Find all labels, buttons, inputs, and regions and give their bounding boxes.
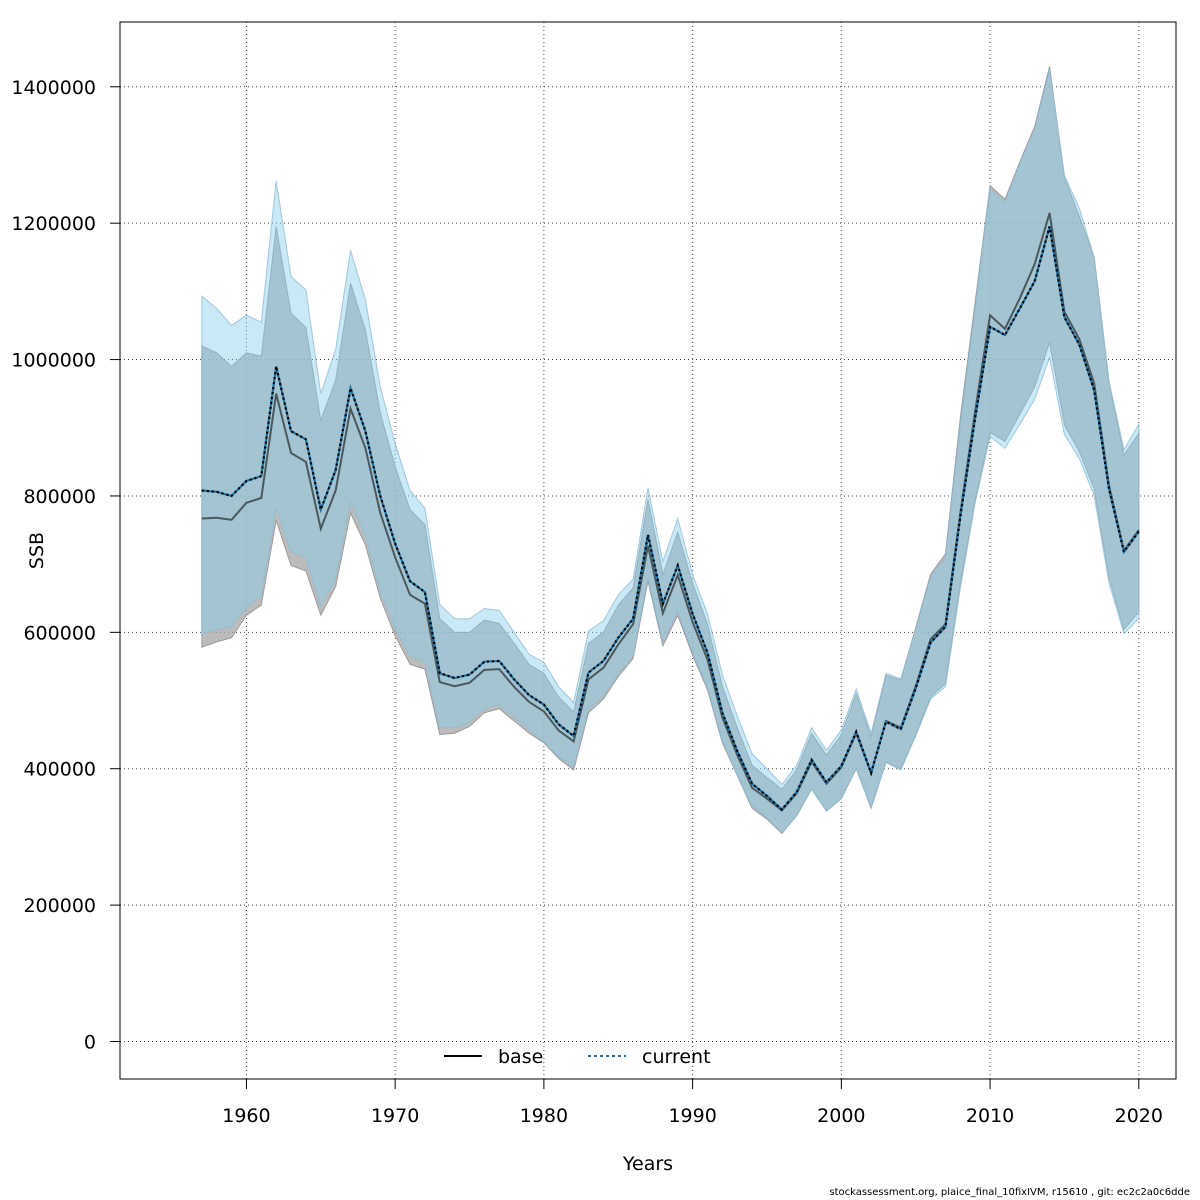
plot-frame <box>119 21 1177 1080</box>
legend-base-label: base <box>498 1046 543 1068</box>
y-tick-label-1000000: 1000000 <box>11 350 96 372</box>
y-tick-label-800000: 800000 <box>23 486 96 508</box>
y-axis: 0 200000 400000 600000 800000 1000000 1200000 1… <box>11 77 120 1053</box>
y-tick-label-1200000: 1200000 <box>11 213 96 235</box>
y-tick-label-200000: 200000 <box>23 895 96 917</box>
x-tick-label-2010: 2010 <box>966 1105 1014 1127</box>
y-tick-label-400000: 400000 <box>23 759 96 781</box>
x-tick-label-1990: 1990 <box>668 1105 716 1127</box>
footnote: stockassessment.org, plaice_final_10fixI… <box>829 1187 1190 1198</box>
y-tick-label-1400000: 1400000 <box>11 77 96 99</box>
base-series-line <box>201 212 1140 812</box>
y-tick-label-600000: 600000 <box>23 622 96 644</box>
x-tick-label-1970: 1970 <box>371 1105 419 1127</box>
y-tick-label-0: 0 <box>84 1031 96 1053</box>
x-tick-label-2020: 2020 <box>1115 1105 1163 1127</box>
x-tick-label-1980: 1980 <box>520 1105 568 1127</box>
legend: base current <box>444 1046 711 1068</box>
legend-current-label: current <box>642 1046 711 1068</box>
x-tick-label-1960: 1960 <box>222 1105 270 1127</box>
x-tick-label-2000: 2000 <box>817 1105 865 1127</box>
x-axis: 1960 1970 1980 1990 2000 2010 2020 <box>222 1079 1163 1127</box>
confidence-bands <box>201 66 1140 835</box>
current-confidence-band <box>201 69 1140 834</box>
series-lines <box>201 212 1140 812</box>
y-axis-title: SSB <box>26 532 48 569</box>
current-series-line <box>201 226 1140 812</box>
x-axis-title: Years <box>622 1153 673 1175</box>
